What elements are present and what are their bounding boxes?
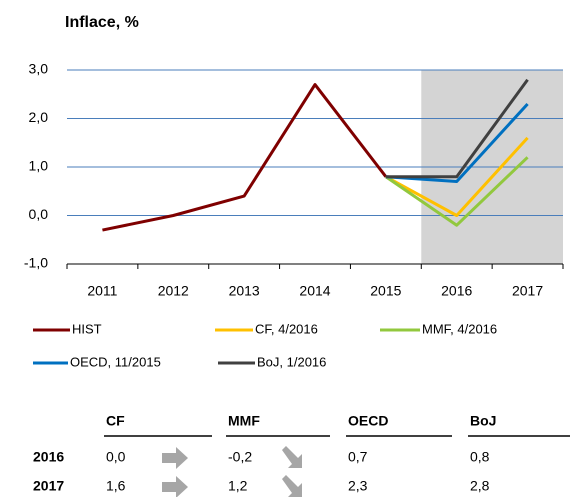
y-tick-label: -1,0 <box>24 255 48 271</box>
y-tick-label: 3,0 <box>29 61 49 77</box>
x-tick-label: 2013 <box>229 283 260 299</box>
y-tick-label: 2,0 <box>29 109 49 125</box>
table-header: MMF <box>228 413 260 429</box>
table-cell: 0,8 <box>470 449 490 465</box>
series-line <box>385 156 529 227</box>
legend-label: BoJ, 1/2016 <box>257 354 326 369</box>
table-cell: -0,2 <box>228 449 252 465</box>
x-tick-label: 2011 <box>87 283 117 299</box>
table-cell: 1,2 <box>228 478 248 494</box>
table-cell: 0,0 <box>106 449 126 465</box>
table-header: CF <box>106 413 125 429</box>
legend-label: CF, 4/2016 <box>255 321 318 336</box>
x-tick-label: 2016 <box>441 283 472 299</box>
arrow-down-right <box>282 446 302 468</box>
chart-title: Inflace, % <box>65 14 139 31</box>
legend-label: HIST <box>72 321 102 336</box>
arrow-right <box>162 447 188 469</box>
legend-label: MMF, 4/2016 <box>422 321 497 336</box>
series-line <box>385 102 529 184</box>
table-cell: 2,3 <box>348 478 368 494</box>
row-label: 2016 <box>33 449 64 465</box>
x-tick-label: 2014 <box>299 283 330 299</box>
series-line <box>385 136 529 217</box>
table-cell: 2,8 <box>470 478 490 494</box>
table-cell: 0,7 <box>348 449 368 465</box>
row-label: 2017 <box>33 478 64 494</box>
series-line <box>102 83 388 232</box>
x-tick-label: 2015 <box>370 283 401 299</box>
arrow-down-right <box>282 475 302 497</box>
legend-label: OECD, 11/2015 <box>70 354 161 369</box>
table-cell: 1,6 <box>106 478 126 494</box>
y-tick-label: 0,0 <box>29 206 49 222</box>
arrow-right <box>162 476 188 497</box>
y-tick-label: 1,0 <box>29 158 49 174</box>
series-line <box>385 78 529 179</box>
table-header: BoJ <box>470 413 496 429</box>
x-tick-label: 2012 <box>158 283 189 299</box>
table-header: OECD <box>348 413 388 429</box>
x-tick-label: 2017 <box>512 283 543 299</box>
